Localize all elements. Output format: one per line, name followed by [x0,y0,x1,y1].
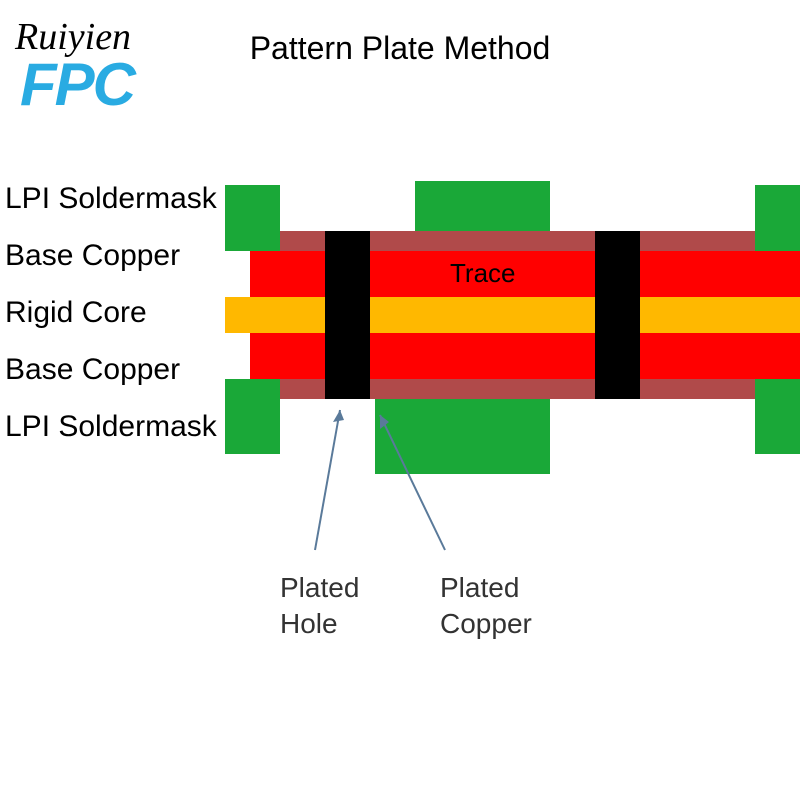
soldermask-layer [415,181,550,231]
plated-hole-annotation: Plated Hole [280,570,359,643]
trace-label: Trace [450,258,516,289]
base-copper-layer [640,251,800,297]
layer-label: Base Copper [5,227,217,284]
plated-hole [595,231,640,399]
logo-product: FPC [20,50,134,119]
soldermask-layer [225,185,280,251]
base-copper-layer [640,333,800,379]
rigid-core-layer [250,297,325,333]
soldermask-layer [755,379,800,454]
layer-label: Rigid Core [5,284,217,341]
soldermask-layer [755,185,800,251]
base-copper-layer [370,333,595,379]
soldermask-layer [375,399,550,474]
layer-labels: LPI Soldermask Base Copper Rigid Core Ba… [5,170,217,455]
layer-label: LPI Soldermask [5,170,217,227]
base-copper-layer [250,251,325,297]
plated-hole [325,231,370,399]
rigid-core-layer [370,297,595,333]
plated-copper-annotation: Plated Copper [440,570,532,643]
layer-label: LPI Soldermask [5,398,217,455]
pcb-cross-section: Trace [225,150,800,480]
diagram-title: Pattern Plate Method [250,30,551,67]
base-copper-layer [250,333,325,379]
rigid-core-layer [640,297,800,333]
soldermask-layer [225,379,280,454]
layer-label: Base Copper [5,341,217,398]
